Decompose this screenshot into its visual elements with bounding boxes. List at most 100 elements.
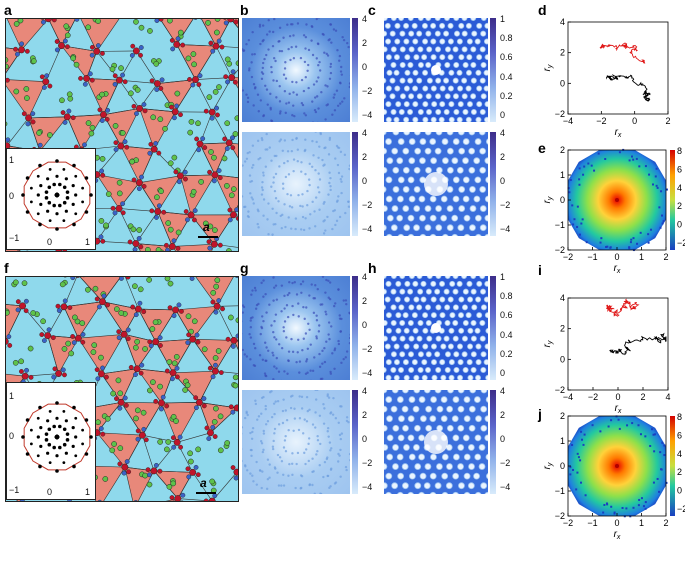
density-lattice-spot [408, 472, 416, 480]
diffraction-spot [48, 219, 52, 223]
density-lattice-spot [397, 472, 405, 480]
colorbar-tick: 0 [362, 176, 368, 186]
particle-cluster [225, 79, 230, 85]
density-lattice-spot [485, 453, 488, 461]
density-spot [261, 315, 264, 318]
density-lattice-spot [446, 147, 454, 155]
diffraction-spot [84, 418, 89, 422]
particle-green [224, 120, 231, 127]
density-spot [265, 88, 269, 91]
density-spot [322, 232, 326, 235]
density-spot [274, 284, 278, 287]
density-lattice-spot [422, 343, 429, 350]
diffraction-spot [55, 416, 59, 420]
colorbar-tick: 0 [362, 62, 368, 72]
density-spot [331, 227, 334, 231]
density-lattice-spot [384, 62, 387, 68]
particle-green [118, 65, 124, 71]
diffraction-spot [62, 427, 67, 432]
density-lattice-spot [470, 108, 477, 115]
density-spot [317, 330, 321, 333]
particle-cluster [51, 374, 57, 380]
density-spot [283, 320, 287, 323]
density-spot [269, 106, 272, 110]
density-lattice-spot [408, 195, 416, 203]
density-lattice-spot [385, 312, 392, 319]
particle-green [85, 120, 92, 126]
density-lattice-spot [426, 276, 433, 279]
density-lattice-spot [385, 327, 392, 334]
colorbar-tick: −4 [500, 224, 511, 234]
particle-red [58, 42, 65, 50]
density-spot [324, 84, 327, 87]
y-tick-label: −1 [555, 220, 565, 230]
density-spot [275, 367, 278, 370]
density-lattice-spot [392, 166, 400, 174]
density-spot [301, 103, 305, 107]
density-spot [329, 449, 332, 452]
density-spot [338, 314, 341, 317]
density-spot [324, 229, 327, 232]
density-spot [250, 196, 253, 199]
particle-cluster [80, 339, 86, 345]
particle-cluster [130, 304, 136, 310]
heatmap-speck [651, 428, 654, 431]
density-lattice-spot [384, 482, 388, 490]
density-spot [345, 350, 349, 353]
density-spot [324, 146, 327, 149]
heatmap-speck [578, 167, 581, 170]
density-lattice-spot [392, 186, 400, 193]
density-spot [271, 30, 275, 34]
density-spot [242, 311, 244, 314]
heatmap-colorbar-tick: 6 [677, 430, 682, 440]
density-lattice-spot [439, 296, 446, 303]
density-spot [259, 332, 262, 336]
particle-cluster [195, 339, 201, 345]
density-lattice-spot [452, 396, 460, 403]
density-spot [314, 168, 317, 172]
density-lattice-spot [485, 374, 488, 380]
density-spot [277, 423, 281, 426]
particle-cluster [193, 395, 199, 401]
density-spot [315, 18, 318, 21]
diffraction-spot [39, 202, 43, 206]
diffraction-spot [21, 193, 25, 197]
particle-cluster [97, 304, 102, 310]
particle-cluster [130, 43, 136, 49]
density-spot [257, 302, 260, 306]
diffraction-spot [39, 426, 43, 430]
particle-cluster [131, 103, 137, 109]
density-lattice-spot [439, 22, 446, 29]
density-lattice-spot [419, 472, 427, 480]
tiling-edge [217, 305, 238, 307]
density-lattice-spot [435, 366, 442, 373]
particle-green [64, 32, 71, 39]
heatmap-speck [609, 246, 612, 249]
density-spot [272, 223, 275, 226]
heatmap-speck [572, 223, 575, 226]
diffraction-spot [52, 424, 56, 429]
density-spot [268, 303, 271, 306]
density-lattice-spot [476, 22, 483, 29]
density-lattice-spot [448, 101, 455, 108]
particle-green [164, 446, 170, 453]
particle-green [166, 483, 173, 490]
particle-cluster [15, 299, 21, 305]
particle-cluster [7, 343, 13, 348]
diffraction-spot [52, 445, 56, 450]
density-spot [271, 207, 274, 210]
density-lattice-spot [434, 288, 441, 295]
density-lattice-spot [453, 453, 460, 461]
density-lattice-spot [385, 54, 392, 61]
density-spot [321, 303, 324, 306]
density-spot [287, 47, 290, 51]
density-spot [307, 178, 311, 181]
x-axis-label: rx [615, 403, 622, 415]
density-lattice-spot [403, 22, 410, 29]
density-lattice-spot [402, 424, 409, 432]
density-lattice-spot [419, 233, 427, 236]
density-lattice-spot [418, 453, 426, 461]
density-spot [319, 492, 322, 494]
density-spot [291, 80, 294, 84]
tiling-triangle [77, 333, 125, 375]
